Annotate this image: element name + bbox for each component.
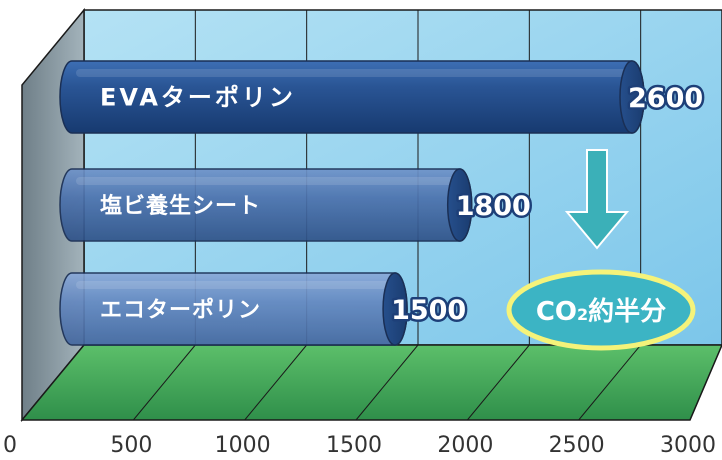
grid-line-floor	[578, 344, 642, 421]
bar-end-cap	[446, 168, 473, 242]
x-tick-label: 2500	[549, 433, 605, 458]
grid-line-floor	[355, 344, 419, 421]
bar-label: エコターポリン	[100, 297, 261, 323]
bar-1: EVAターポリン 2600	[59, 60, 706, 134]
bar-2: 塩ビ養生シート 1800	[59, 168, 533, 242]
down-arrow-icon	[564, 149, 630, 250]
grid-line-floor	[132, 344, 196, 421]
bar-label: 塩ビ養生シート	[100, 193, 261, 219]
x-tick-label: 2000	[437, 433, 493, 458]
bar-label: EVAターポリン	[100, 84, 296, 112]
co2-callout	[506, 269, 696, 351]
value-label: 1800	[456, 191, 531, 222]
x-tick-label: 1000	[215, 433, 271, 458]
x-tick-label: 0	[3, 433, 17, 458]
grid-line-floor	[244, 344, 308, 421]
grid-line-floor	[689, 344, 722, 421]
bars-group: EVAターポリン 2600 塩ビ養生シート 1800 エコターポリン 1500	[59, 60, 706, 346]
bar-highlight	[76, 281, 392, 289]
bar-end-cap	[382, 272, 408, 346]
x-tick-label: 3000	[660, 433, 716, 458]
value-label: 2600	[628, 83, 703, 114]
floor	[20, 344, 722, 421]
bar-highlight	[76, 69, 628, 77]
co2-callout-label: CO2約半分	[536, 296, 666, 327]
value-label: 1500	[391, 295, 466, 326]
x-tick-label: 1500	[326, 433, 382, 458]
annotation-group: CO2約半分	[506, 149, 696, 351]
bar-highlight	[76, 177, 456, 185]
grid-line-floor	[466, 344, 530, 421]
x-tick-label: 500	[110, 433, 152, 458]
x-axis-ticks: 0 500 1000 1500 2000 2500 3000	[3, 433, 716, 458]
bar-3: エコターポリン 1500	[59, 272, 469, 346]
bar-end-cap	[619, 60, 645, 134]
